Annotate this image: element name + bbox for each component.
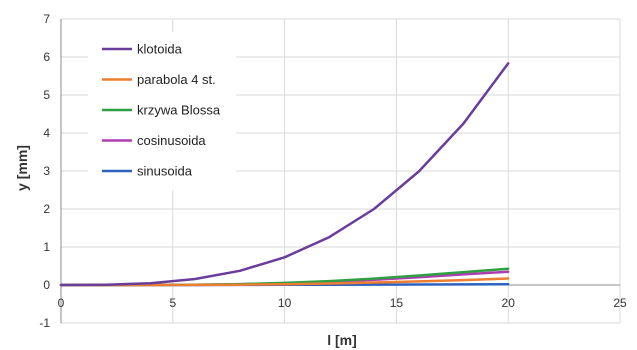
legend-label-klotoida: klotoida [137, 42, 183, 57]
legend-label-parabola-4-st: parabola 4 st. [137, 72, 216, 87]
y-tick-label: 1 [43, 240, 50, 254]
x-tick-label: 25 [613, 296, 627, 310]
x-tick-label: 10 [278, 296, 292, 310]
x-axis-title: l [m] [327, 332, 357, 348]
legend-label-cosinusoida: cosinusoida [137, 133, 206, 148]
series-line-parabola-4-st [59, 277, 510, 287]
y-tick-label: 5 [43, 88, 50, 102]
y-tick-label: 3 [43, 164, 50, 178]
legend: klotoida parabola 4 st. krzywa Blossa cosin… [88, 32, 236, 190]
y-tick-label: 7 [43, 12, 50, 26]
y-tick-label: 2 [43, 202, 50, 216]
y-axis-title: y [mm] [14, 145, 30, 191]
x-tick-label: 0 [58, 296, 65, 310]
y-tick-label: 4 [43, 126, 50, 140]
tick-labels: 0 5 10 15 20 25 -1 0 1 2 3 4 5 6 7 [39, 12, 627, 330]
series-layer [59, 62, 510, 287]
x-tick-label: 15 [390, 296, 404, 310]
y-tick-label: -1 [39, 316, 50, 330]
x-tick-label: 20 [502, 296, 516, 310]
y-tick-label: 0 [43, 278, 50, 292]
y-tick-label: 6 [43, 50, 50, 64]
legend-label-sinusoida: sinusoida [137, 164, 193, 179]
x-tick-label: 5 [169, 296, 176, 310]
series-line-klotoida [59, 62, 510, 287]
legend-label-krzywa-blossa: krzywa Blossa [137, 103, 221, 118]
